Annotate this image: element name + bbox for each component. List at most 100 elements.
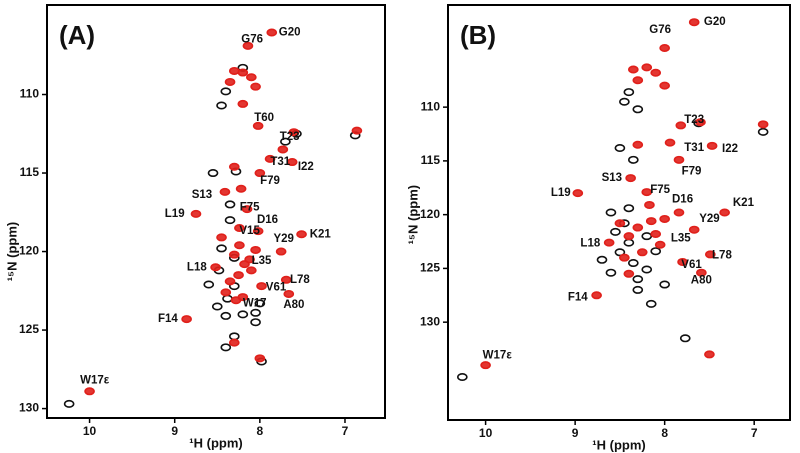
peak [246, 73, 257, 82]
peak [224, 77, 236, 86]
peak [351, 126, 363, 135]
peak [614, 248, 626, 257]
peak [250, 82, 261, 91]
peak [254, 299, 266, 308]
peak [229, 338, 240, 347]
peak [623, 238, 635, 247]
peak [237, 293, 249, 302]
peak [641, 265, 653, 274]
peak [216, 233, 227, 242]
peak [224, 216, 236, 225]
peak [605, 208, 617, 217]
peak [628, 65, 639, 74]
peak [239, 260, 250, 269]
peak [623, 232, 635, 241]
peak-label: W17ε [80, 374, 110, 386]
peak [250, 308, 261, 317]
peak [256, 282, 267, 291]
y-tick-label: 130 [420, 314, 440, 328]
peak [705, 250, 716, 259]
peak [234, 241, 245, 250]
peak [719, 208, 730, 217]
peak [632, 285, 644, 294]
y-axis-label: ¹⁵N (ppm) [4, 222, 19, 282]
peak-label: L18 [187, 261, 207, 273]
peak [283, 289, 295, 298]
y-tick-label: 110 [20, 87, 40, 101]
peak-label: V61 [681, 259, 702, 271]
x-tick-label: 10 [479, 426, 493, 440]
peak-label: G20 [704, 16, 726, 28]
peak [224, 200, 236, 209]
peak [234, 223, 245, 232]
peak-label: F79 [682, 166, 702, 178]
peak [252, 121, 264, 130]
peak [203, 280, 215, 289]
peak-label: D16 [672, 194, 693, 206]
peak [679, 334, 691, 343]
peak [641, 232, 653, 241]
peak-label: Y29 [273, 233, 293, 245]
peak [246, 266, 257, 275]
peak [645, 299, 657, 308]
peak-label: T31 [684, 142, 704, 154]
peak [280, 275, 292, 284]
peak-label: L19 [551, 187, 571, 199]
panel-title: (A) [59, 20, 95, 50]
x-tick-label: 8 [661, 426, 668, 440]
peak [591, 291, 602, 300]
peak [224, 277, 236, 286]
peak [220, 87, 232, 96]
peak [614, 143, 626, 152]
peak [677, 257, 688, 266]
peak [632, 140, 644, 149]
peak [296, 230, 307, 239]
peak [207, 169, 219, 178]
peak [181, 315, 192, 324]
peak [632, 275, 644, 284]
peak [644, 200, 655, 209]
peak [688, 18, 700, 27]
peak [211, 302, 223, 311]
peak-label: K21 [733, 197, 755, 209]
peak [757, 127, 769, 136]
peak [216, 101, 227, 110]
peak [645, 217, 657, 226]
peak [63, 399, 75, 408]
peak-label: T23 [280, 131, 300, 143]
peak [220, 288, 232, 297]
peak [254, 354, 266, 363]
y-tick-label: 125 [420, 261, 440, 275]
peak-label: G76 [649, 24, 671, 36]
peak [696, 268, 707, 277]
x-tick-label: 7 [751, 426, 758, 440]
peak-label: G76 [241, 34, 263, 46]
peak [220, 343, 232, 352]
plot-frame [46, 4, 386, 419]
y-tick-label: 120 [420, 207, 440, 221]
peak-label: F79 [260, 175, 280, 187]
peak [664, 138, 676, 147]
peak [659, 44, 670, 53]
peak-label: F75 [240, 202, 260, 214]
peak [190, 209, 202, 218]
y-tick-label: 110 [421, 99, 441, 113]
peak [636, 248, 648, 257]
peak-label: A80 [283, 299, 304, 311]
peak [480, 361, 491, 370]
peak [654, 240, 666, 249]
peak [632, 105, 644, 114]
peak [216, 244, 227, 253]
peak-label: L78 [290, 274, 310, 286]
peak [659, 81, 670, 90]
peak [220, 311, 232, 320]
peak [457, 372, 468, 381]
peak [673, 155, 685, 164]
peak [757, 120, 769, 129]
peak [673, 208, 685, 217]
x-tick-label: 7 [342, 424, 349, 438]
peak-label: S13 [192, 189, 212, 201]
peak [641, 188, 653, 197]
peak [650, 247, 662, 256]
peak [610, 227, 621, 236]
